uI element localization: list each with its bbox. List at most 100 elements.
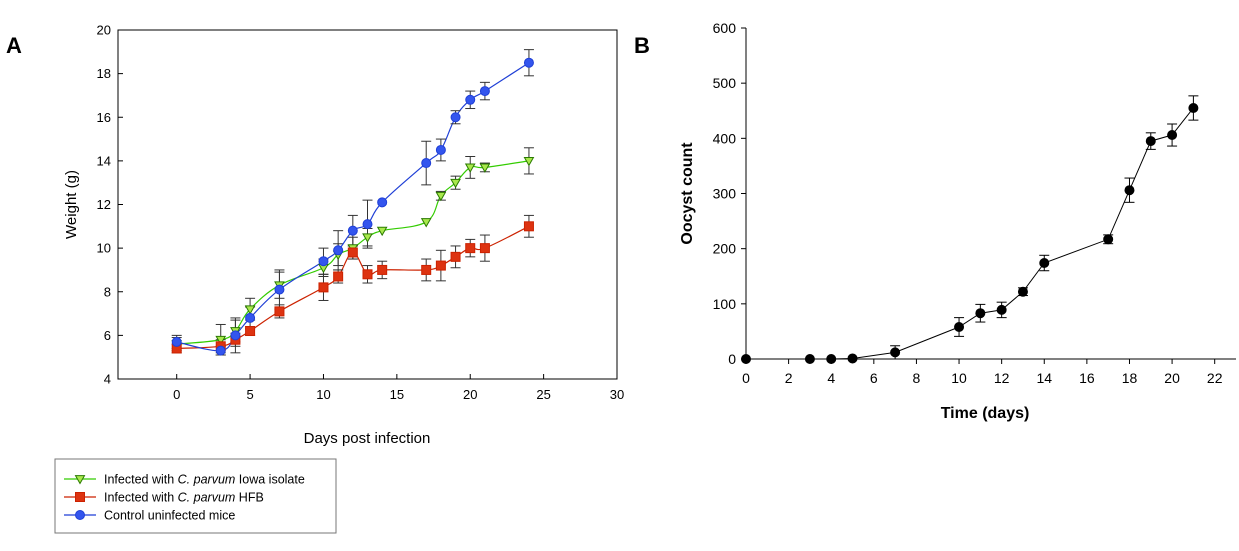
y-axis-label-b: Oocyst count	[679, 142, 696, 245]
legend-marker-1	[75, 492, 85, 502]
data-point-1	[479, 243, 490, 254]
data-point-b	[1039, 258, 1050, 269]
data-point-b	[847, 353, 858, 364]
data-point-2	[362, 219, 373, 230]
y-tick-label-b: 300	[713, 186, 737, 202]
data-point-0	[215, 335, 227, 346]
series-line-2	[176, 62, 530, 352]
data-point-2	[377, 197, 388, 208]
y-tick-label-b: 100	[713, 296, 737, 312]
data-point-2	[318, 256, 329, 267]
data-point-b	[1103, 234, 1114, 245]
data-point-1	[377, 264, 388, 275]
legend-box-a	[54, 458, 337, 534]
x-tick-label-b: 18	[1122, 370, 1138, 386]
y-tick-label-b: 400	[713, 130, 737, 146]
data-point-b	[996, 304, 1007, 315]
panel-label-a: A	[6, 33, 22, 58]
y-tick-label-a: 18	[97, 66, 111, 81]
panel-label-b: B	[634, 33, 650, 58]
data-point-2	[245, 312, 256, 323]
x-tick-label-b: 20	[1164, 370, 1180, 386]
y-tick-label-a: 8	[104, 284, 111, 299]
legend-marker-0	[74, 475, 86, 485]
data-point-1	[362, 269, 373, 280]
data-point-b	[1124, 185, 1135, 196]
data-point-2	[171, 336, 182, 347]
data-point-0	[244, 305, 256, 315]
data-point-2	[274, 284, 285, 295]
data-point-2	[333, 245, 344, 256]
x-tick-label-a: 10	[316, 387, 330, 402]
x-tick-label-b: 22	[1207, 370, 1223, 386]
x-tick-label-a: 20	[463, 387, 477, 402]
y-tick-label-a: 20	[97, 23, 111, 38]
x-tick-label-a: 25	[536, 387, 550, 402]
y-tick-label-a: 16	[97, 110, 111, 125]
data-point-0	[362, 233, 373, 243]
x-tick-label-b: 4	[827, 370, 835, 386]
x-tick-label-a: 30	[610, 387, 624, 402]
legend-label-part: Control uninfected mice	[104, 509, 235, 523]
legend-label-part: HFB	[235, 491, 263, 505]
data-point-2	[435, 144, 446, 155]
data-point-1	[245, 326, 256, 337]
x-tick-label-b: 2	[785, 370, 793, 386]
legend-label-part: Infected with	[104, 473, 178, 487]
data-point-2	[465, 94, 476, 105]
legend-label-2: Control uninfected mice	[104, 509, 235, 523]
x-tick-label-a: 5	[246, 387, 253, 402]
data-point-2	[347, 225, 358, 236]
data-point-2	[215, 345, 226, 356]
data-point-b	[1188, 102, 1199, 113]
data-point-2	[479, 86, 490, 97]
series-line-1	[176, 225, 530, 350]
data-point-1	[523, 221, 534, 232]
series-line-0	[176, 160, 530, 345]
data-point-b	[826, 354, 837, 364]
y-axis-label-a: Weight (g)	[63, 170, 80, 239]
chart-a: 4 6 8 10 12 14 16 18 20 0 5 10 15 20 25 30 Days post inf…	[63, 23, 624, 448]
y-tick-label-a: 10	[97, 241, 111, 256]
x-tick-label-b: 10	[951, 370, 967, 386]
x-tick-label-a: 0	[173, 387, 180, 402]
data-point-b	[1017, 286, 1028, 297]
data-point-b	[890, 347, 901, 358]
legend-a: Infected with C. parvum Iowa isolate Infe…	[54, 458, 337, 534]
data-point-2	[230, 330, 241, 341]
data-point-1	[318, 282, 329, 293]
data-point-b	[741, 354, 751, 364]
y-tick-label-b: 200	[713, 241, 737, 257]
data-point-1	[274, 306, 285, 317]
x-tick-label-b: 8	[913, 370, 921, 386]
y-tick-label-b: 500	[713, 75, 737, 91]
chart-b: 0 100 200 300 400 500 600 0 2 4 6 8 10 12 14 16 18 20 22 Ti…	[679, 20, 1236, 422]
data-point-1	[333, 271, 344, 282]
series-line-b	[746, 107, 1194, 360]
x-axis-label-a: Days post infection	[304, 430, 431, 447]
data-point-b	[1167, 130, 1178, 141]
data-point-0	[464, 163, 476, 173]
y-tick-label-b: 0	[728, 351, 736, 367]
legend-label-part: Iowa isolate	[235, 473, 305, 487]
data-point-b	[804, 354, 815, 364]
data-point-0	[450, 178, 461, 189]
data-point-2	[523, 57, 534, 68]
x-tick-label-b: 12	[994, 370, 1010, 386]
data-point-2	[450, 112, 461, 123]
data-point-1	[435, 260, 446, 271]
legend-label-part: Infected with	[104, 491, 178, 505]
data-point-0	[376, 226, 388, 237]
y-tick-label-a: 6	[104, 328, 111, 343]
legend-label-1: Infected with C. parvum HFB	[104, 491, 264, 505]
x-tick-label-b: 14	[1036, 370, 1052, 386]
data-point-1	[465, 243, 476, 254]
data-point-0	[479, 163, 491, 173]
x-tick-label-b: 6	[870, 370, 878, 386]
x-tick-label-b: 16	[1079, 370, 1095, 386]
data-point-1	[347, 247, 358, 258]
y-tick-label-a: 12	[97, 197, 111, 212]
legend-label-part: C. parvum	[178, 491, 236, 505]
data-point-0	[435, 191, 447, 202]
